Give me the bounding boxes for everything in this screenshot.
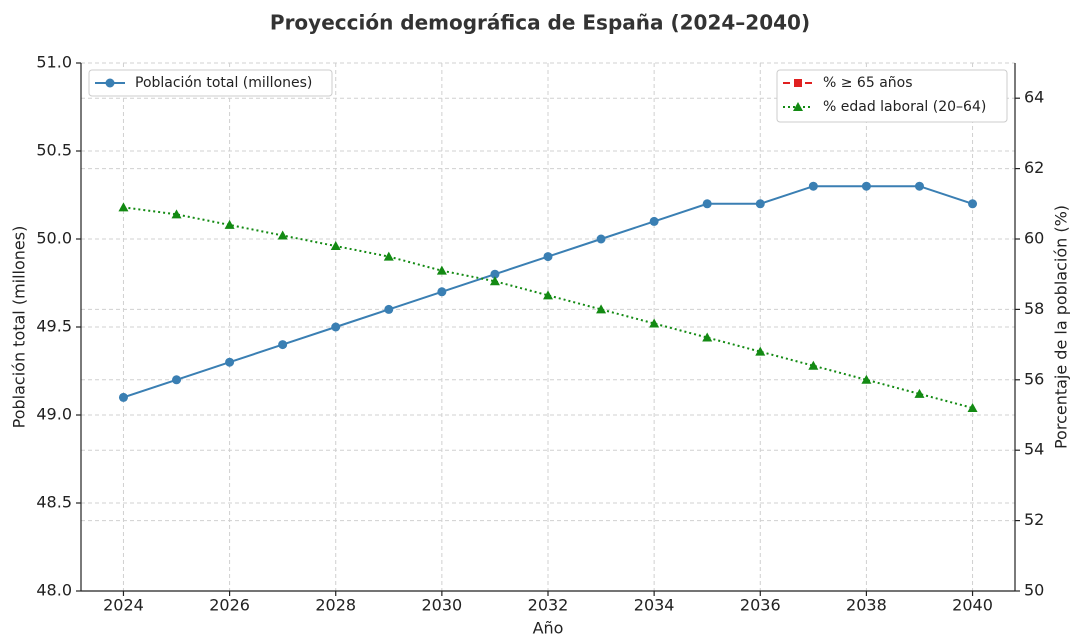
y2-tick-label: 62 bbox=[1024, 158, 1044, 177]
x-tick-label: 2026 bbox=[209, 596, 250, 615]
y2-tick-label: 50 bbox=[1024, 581, 1044, 600]
data-point bbox=[489, 276, 500, 286]
y-tick-label: 48.0 bbox=[36, 581, 72, 600]
chart-title: Proyección demográfica de España (2024–2… bbox=[270, 11, 810, 35]
y-tick-label: 48.5 bbox=[36, 493, 72, 512]
legend-label: % ≥ 65 años bbox=[823, 75, 913, 91]
data-point bbox=[118, 392, 128, 402]
data-point bbox=[437, 287, 447, 297]
data-point bbox=[171, 209, 182, 219]
y2-tick-label: 58 bbox=[1024, 299, 1044, 318]
data-point bbox=[172, 375, 182, 385]
data-point bbox=[808, 181, 818, 191]
data-point bbox=[702, 332, 713, 342]
y2-tick-label: 52 bbox=[1024, 510, 1044, 529]
data-point bbox=[277, 230, 288, 240]
legend-label: Población total (millones) bbox=[135, 75, 312, 91]
legend-box bbox=[776, 69, 1008, 123]
data-point bbox=[702, 199, 712, 209]
data-point bbox=[490, 269, 500, 279]
x-tick-label: 2032 bbox=[528, 596, 569, 615]
data-point bbox=[436, 265, 447, 275]
data-point bbox=[330, 241, 341, 251]
x-tick-label: 2030 bbox=[422, 596, 463, 615]
y2-tick-label: 54 bbox=[1024, 440, 1044, 459]
data-point bbox=[596, 234, 606, 244]
data-point bbox=[649, 318, 660, 328]
data-point bbox=[596, 304, 607, 314]
series-line bbox=[123, 206, 973, 409]
data-point bbox=[968, 199, 978, 209]
data-point bbox=[118, 202, 129, 212]
x-tick-label: 2040 bbox=[952, 596, 993, 615]
data-point bbox=[331, 322, 341, 332]
data-point bbox=[755, 199, 765, 209]
y2-tick-label: 56 bbox=[1024, 369, 1044, 388]
x-tick-label: 2034 bbox=[634, 596, 675, 615]
data-point bbox=[278, 340, 288, 350]
y-tick-label: 49.5 bbox=[36, 317, 72, 336]
x-tick-label: 2036 bbox=[740, 596, 781, 615]
y-tick-label: 50.0 bbox=[36, 229, 72, 248]
x-tick-label: 2038 bbox=[846, 596, 887, 615]
data-point bbox=[224, 219, 235, 229]
y2-tick-label: 64 bbox=[1024, 88, 1044, 107]
data-point bbox=[755, 346, 766, 356]
y2-tick-label: 60 bbox=[1024, 229, 1044, 248]
y-tick-label: 49.0 bbox=[36, 405, 72, 424]
data-point bbox=[543, 290, 553, 300]
legend-marker bbox=[793, 102, 803, 111]
y-tick-label: 50.5 bbox=[36, 141, 72, 160]
y2-axis-label: Porcentaje de la población (%) bbox=[1052, 205, 1071, 449]
data-point bbox=[384, 304, 394, 314]
data-point bbox=[861, 181, 871, 191]
data-point bbox=[914, 388, 925, 398]
legend: Población total (millones) bbox=[88, 69, 333, 97]
data-point bbox=[914, 181, 924, 191]
y-tick-label: 51.0 bbox=[36, 53, 72, 72]
data-point bbox=[543, 252, 553, 262]
legend-marker bbox=[794, 79, 802, 87]
data-point bbox=[225, 357, 235, 367]
x-tick-label: 2024 bbox=[103, 596, 144, 615]
legend: % ≥ 65 años % edad laboral (20–64) bbox=[776, 69, 1008, 123]
x-tick-label: 2028 bbox=[315, 596, 356, 615]
data-point bbox=[383, 251, 394, 261]
legend-marker bbox=[105, 78, 115, 88]
legend-box bbox=[88, 69, 333, 97]
x-axis-label: Año bbox=[533, 619, 564, 638]
data-point bbox=[967, 402, 978, 412]
legend-label: % edad laboral (20–64) bbox=[823, 99, 986, 115]
y-axis-label: Población total (millones) bbox=[10, 226, 29, 429]
data-point bbox=[649, 216, 659, 226]
data-point bbox=[808, 360, 819, 370]
data-point bbox=[861, 374, 872, 384]
